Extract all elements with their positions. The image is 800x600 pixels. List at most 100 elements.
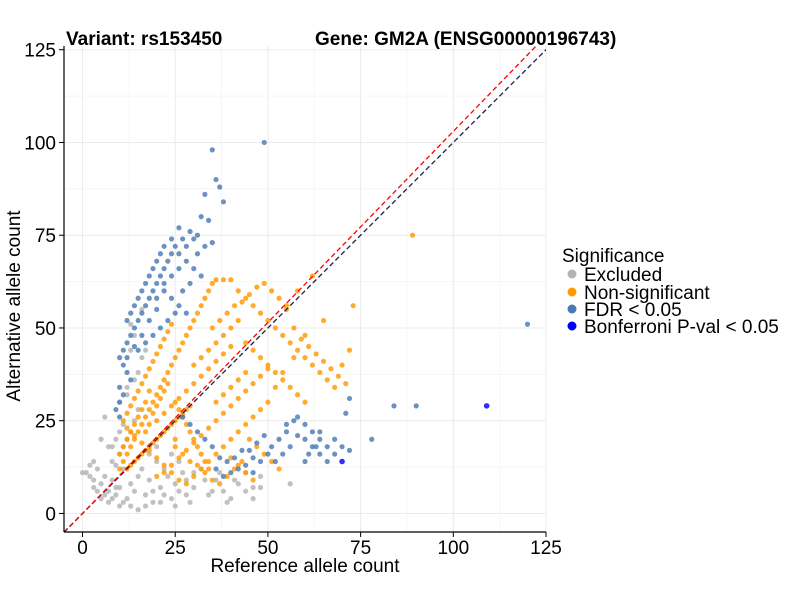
data-point: [120, 421, 126, 428]
data-point: [157, 325, 163, 331]
legend: Significance Excluded Non-significant FD…: [562, 246, 779, 338]
data-point: [91, 484, 97, 491]
data-point: [220, 444, 227, 450]
data-point: [150, 288, 156, 294]
data-point: [128, 444, 134, 450]
data-point: [117, 384, 123, 390]
data-point: [180, 414, 186, 420]
data-point: [524, 321, 531, 327]
data-point: [191, 484, 197, 491]
data-point: [250, 414, 256, 420]
data-point: [206, 492, 212, 498]
data-point: [113, 462, 119, 468]
data-point: [120, 444, 126, 450]
data-point: [139, 288, 145, 294]
data-point: [139, 466, 145, 472]
data-point: [343, 410, 349, 416]
data-point: [165, 258, 171, 264]
data-point: [154, 473, 160, 479]
data-point: [165, 369, 171, 376]
data-point: [224, 499, 230, 505]
data-point: [272, 458, 278, 465]
data-point: [306, 451, 312, 457]
y-tick-label: 25: [35, 412, 56, 433]
data-point: [198, 373, 204, 379]
legend-label-fdr: FDR < 0.05: [584, 300, 682, 321]
data-point: [161, 243, 167, 249]
data-point: [202, 436, 208, 442]
data-point: [176, 303, 182, 309]
data-point: [117, 466, 123, 472]
data-point: [124, 425, 130, 431]
data-point: [183, 421, 189, 428]
data-point: [120, 392, 126, 398]
data-point: [176, 458, 182, 465]
data-point: [183, 258, 189, 264]
data-point: [324, 377, 330, 383]
data-point: [206, 347, 212, 353]
data-point: [157, 484, 163, 491]
data-point: [135, 473, 141, 479]
data-point: [213, 466, 219, 472]
data-point: [265, 366, 271, 372]
data-point: [220, 332, 227, 338]
data-point: [142, 280, 149, 287]
data-point: [283, 303, 290, 309]
data-point: [161, 492, 167, 498]
data-point: [105, 444, 112, 450]
x-tick-label: 50: [257, 538, 278, 559]
data-point: [124, 392, 130, 398]
data-point: [217, 481, 223, 487]
data-point: [161, 462, 167, 468]
data-point: [209, 488, 215, 494]
data-point: [128, 321, 134, 327]
data-point: [194, 251, 201, 257]
data-point: [276, 436, 282, 442]
data-point: [283, 429, 290, 435]
data-point: [294, 432, 301, 439]
data-point: [161, 288, 167, 294]
x-axis-label: Reference allele count: [210, 556, 400, 577]
data-point: [124, 317, 130, 324]
data-point: [105, 488, 112, 494]
data-point: [202, 191, 208, 197]
data-point: [161, 466, 167, 472]
data-point: [183, 477, 189, 483]
data-point: [91, 477, 97, 483]
legend-marker-fdr: [567, 304, 577, 314]
data-point: [113, 406, 119, 413]
data-point: [209, 325, 215, 331]
data-point: [139, 306, 145, 313]
data-point: [183, 332, 189, 338]
data-point: [157, 251, 163, 257]
data-point: [243, 462, 249, 468]
data-point: [302, 436, 308, 442]
data-point: [183, 481, 189, 487]
data-point: [194, 232, 201, 238]
data-point: [180, 451, 186, 457]
data-point: [265, 451, 271, 457]
data-point: [168, 362, 175, 368]
data-point: [287, 481, 293, 487]
data-point: [217, 470, 223, 476]
data-point: [202, 243, 208, 249]
data-point: [206, 458, 212, 465]
legend-label-non-significant: Non-significant: [584, 283, 710, 304]
data-point: [217, 317, 223, 324]
legend-marker-bonferroni: [567, 321, 577, 331]
data-point: [172, 436, 178, 442]
data-point: [220, 488, 227, 494]
data-point: [172, 481, 178, 487]
data-point: [224, 458, 230, 465]
y-tick-label: 100: [24, 133, 56, 154]
data-point: [291, 355, 297, 361]
x-tick-label: 125: [530, 538, 562, 559]
data-point: [220, 473, 227, 479]
data-point: [191, 265, 197, 272]
data-point: [142, 429, 149, 435]
legend-title: Significance: [562, 246, 664, 267]
data-point: [228, 384, 234, 390]
data-point: [91, 458, 97, 465]
data-point: [83, 470, 89, 476]
data-point: [198, 432, 204, 439]
